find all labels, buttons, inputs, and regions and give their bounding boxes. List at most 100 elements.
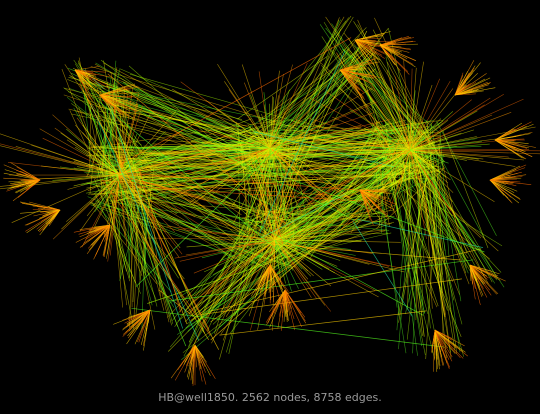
graph-edge [274,195,287,241]
graph-edge [259,27,367,136]
graph-edge [269,147,282,203]
graph-edge [409,149,516,167]
graph-edge [379,43,406,46]
graph-edge [119,174,155,258]
graph-edge [391,149,411,184]
graph-edge [83,94,187,347]
graph-edge [192,147,271,177]
graph-edge [274,239,292,292]
graph-edge [138,309,151,343]
graph-edge [411,135,446,317]
graph-edge [489,179,515,193]
graph-edge [274,227,322,241]
graph-edge [354,39,377,55]
graph-edge [143,309,151,351]
graph-edge [469,264,497,277]
graph-edge [274,239,370,265]
graph-edge [220,239,276,312]
graph-edge [313,124,411,151]
graph-edge [79,224,111,248]
graph-edge [147,255,291,304]
graph-edge [285,232,392,258]
graph-edge [134,186,363,202]
graph-edge [141,309,151,324]
graph-edge [95,224,111,256]
graph-edge [259,51,346,234]
graph-edge [261,264,271,292]
graph-edge [32,205,61,211]
graph-edge [31,144,121,176]
graph-edge [119,147,163,176]
graph-edge [284,289,288,312]
graph-edge [269,74,284,149]
graph-edge [269,264,282,304]
graph-edge [379,36,412,46]
graph-edge [258,239,276,282]
graph-edge [307,149,411,157]
graph-edge [434,329,464,353]
graph-edge [409,149,484,160]
graph-edge [191,147,271,205]
graph-edge [325,90,411,151]
graph-edge [119,155,170,176]
graph-edge [265,289,286,323]
graph-edge [74,69,109,78]
graph-edge [74,69,109,96]
graph-edge [269,87,373,149]
graph-edge [269,147,382,197]
graph-edges [0,15,540,361]
graph-edge [256,140,430,157]
graph-edge [255,183,386,219]
graph-edge [131,307,445,348]
graph-edge [339,61,380,71]
graph-edge [11,174,121,223]
graph-edge [59,166,121,176]
graph-edge [373,149,411,179]
graph-edge [188,234,257,315]
graph-edge [156,139,271,149]
graph-edge [107,73,287,225]
graph-edge [212,147,271,160]
graph-edge [95,194,141,294]
graph-edge [469,264,481,291]
graph-edge [269,147,356,165]
graph-edge [352,220,413,317]
graph-edge [347,48,421,135]
graph-edge [308,149,411,170]
graph-edge [379,44,410,75]
graph-edge [309,97,411,151]
graph-edge [409,68,413,151]
graph-edge [494,125,527,141]
graph-edge [163,147,271,178]
graph-edge [259,227,276,241]
graph-edge [257,203,276,241]
graph-edge [379,40,414,46]
graph-edge [119,161,170,176]
graph-edge [454,71,468,96]
graph-edge [394,179,503,247]
graph-edge [434,329,453,362]
graph-edge [339,57,377,71]
graph-edge [274,227,299,241]
graph-edge [99,84,136,96]
graph-edge [138,168,182,313]
graph-edge [269,173,276,241]
graph-edge [112,104,283,144]
graph-caption: HB@well1850. 2562 nodes, 8758 edges. [158,391,382,404]
graph-edge [256,242,461,261]
graph-edge [96,99,288,259]
graph-edge [283,38,368,130]
graph-edge [122,309,151,321]
graph-edge [354,35,383,41]
graph-edge [399,160,423,336]
graph-edge [250,174,276,241]
graph-edge [130,173,387,202]
graph-edge [434,329,450,360]
graph-edge [248,153,276,241]
graph-edge [392,149,411,213]
graph-edge [191,221,251,351]
graph-edge [436,151,485,239]
graph-edge [109,174,121,256]
graph-edge [94,224,111,228]
graph-edge [359,189,372,214]
